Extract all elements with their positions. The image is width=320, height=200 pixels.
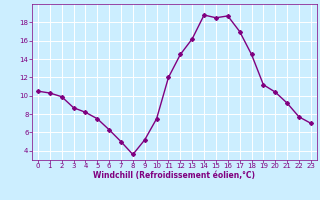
X-axis label: Windchill (Refroidissement éolien,°C): Windchill (Refroidissement éolien,°C) xyxy=(93,171,255,180)
